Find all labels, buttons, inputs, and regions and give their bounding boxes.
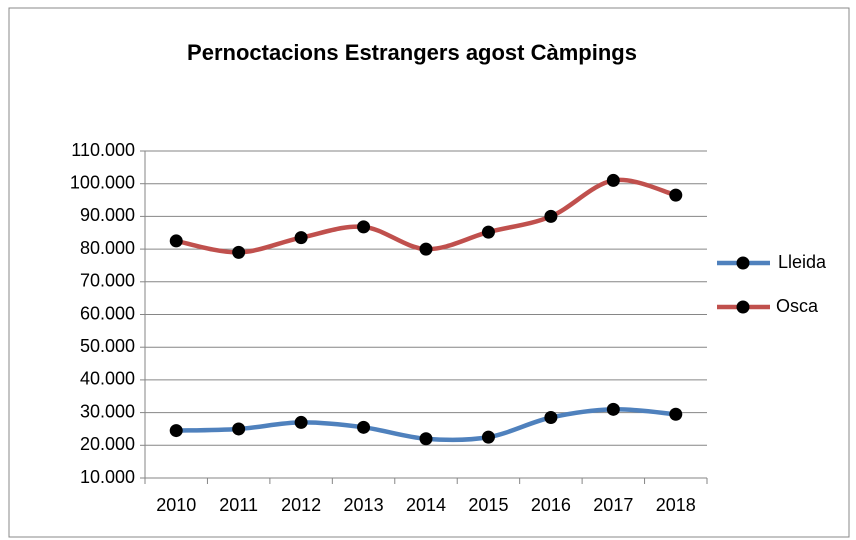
x-tick-label: 2018 (656, 495, 696, 515)
marker (232, 422, 246, 436)
marker (606, 402, 620, 416)
marker (419, 242, 433, 256)
legend-label: Lleida (778, 252, 827, 272)
legend-marker (736, 256, 750, 270)
marker (357, 220, 371, 234)
marker (669, 188, 683, 202)
marker (169, 424, 183, 438)
marker (357, 420, 371, 434)
marker (294, 231, 308, 245)
y-tick-label: 90.000 (80, 205, 135, 225)
marker (294, 415, 308, 429)
x-tick-label: 2014 (406, 495, 446, 515)
marker (481, 430, 495, 444)
marker (544, 411, 558, 425)
x-tick-label: 2016 (531, 495, 571, 515)
x-tick-label: 2011 (219, 495, 258, 515)
y-tick-label: 50.000 (80, 336, 135, 356)
y-tick-label: 10.000 (80, 467, 135, 487)
chart-border (8, 7, 850, 538)
legend-label: Osca (776, 296, 819, 316)
y-tick-label: 20.000 (80, 434, 135, 454)
legend-marker (736, 300, 750, 314)
y-tick-label: 80.000 (80, 238, 135, 258)
marker (544, 209, 558, 223)
y-tick-label: 70.000 (80, 271, 135, 291)
marker (232, 245, 246, 259)
x-tick-label: 2010 (156, 495, 196, 515)
x-tick-label: 2015 (468, 495, 508, 515)
y-tick-label: 40.000 (80, 369, 135, 389)
marker (606, 173, 620, 187)
marker (481, 225, 495, 239)
marker (419, 432, 433, 446)
x-tick-label: 2017 (593, 495, 633, 515)
y-tick-label: 30.000 (80, 401, 135, 421)
marker (669, 407, 683, 421)
x-tick-label: 2012 (281, 495, 321, 515)
x-tick-label: 2013 (344, 495, 384, 515)
marker (169, 234, 183, 248)
y-tick-label: 110.000 (71, 140, 135, 160)
y-tick-label: 60.000 (80, 303, 135, 323)
y-tick-label: 100.000 (70, 172, 135, 192)
chart-title: Pernoctacions Estrangers agost Càmpings (187, 40, 637, 65)
